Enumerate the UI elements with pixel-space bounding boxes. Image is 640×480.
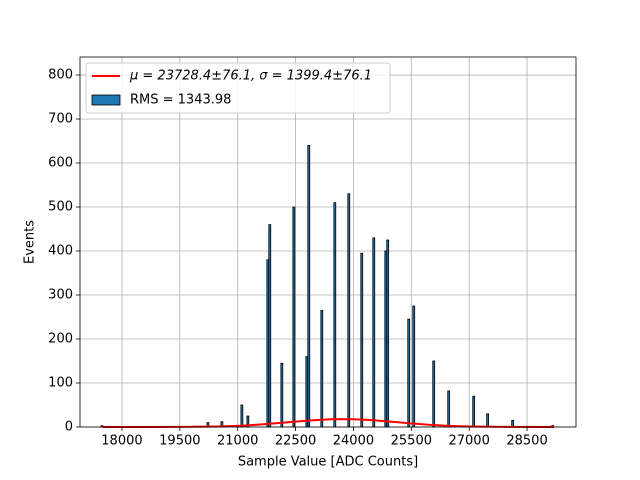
histogram-bar: [347, 193, 351, 428]
histogram-bar: [432, 360, 436, 428]
histogram-bar: [268, 224, 272, 428]
y-axis-label: Events: [23, 220, 38, 264]
y-tick-label: 700: [48, 112, 73, 127]
histogram-bar: [472, 395, 476, 428]
legend-box: [85, 62, 391, 114]
x-tick-label: 27000: [448, 434, 489, 449]
x-tick-label: 21000: [217, 434, 258, 449]
histogram-bar: [240, 404, 244, 428]
histogram-bar: [320, 310, 324, 428]
x-tick-label: 24000: [333, 434, 374, 449]
histogram-bar: [407, 318, 411, 428]
histogram-bar: [333, 202, 337, 428]
histogram-bar: [486, 413, 490, 428]
x-tick-label: 19500: [159, 434, 200, 449]
y-tick-label: 600: [48, 156, 73, 171]
y-tick-label: 400: [48, 244, 73, 259]
histogram-bar: [360, 252, 364, 428]
histogram-bar: [412, 305, 416, 428]
histogram-bar: [292, 206, 296, 428]
y-tick-label: 300: [48, 288, 73, 303]
legend-label: RMS = 1343.98: [130, 93, 231, 108]
y-tick-label: 500: [48, 200, 73, 215]
legend-swatch: [91, 94, 121, 106]
x-tick-label: 22500: [275, 434, 316, 449]
y-tick-label: 200: [48, 332, 73, 347]
x-tick-label: 18000: [101, 434, 142, 449]
legend-label: μ = 23728.4±76.1, σ = 1399.4±76.1: [129, 69, 372, 84]
y-tick-label: 0: [65, 420, 73, 435]
histogram-bar: [280, 362, 284, 428]
y-tick-label: 100: [48, 376, 73, 391]
y-tick-label: 800: [48, 68, 73, 83]
x-tick-label: 28500: [506, 434, 547, 449]
histogram-bar: [447, 390, 451, 428]
x-axis-label: Sample Value [ADC Counts]: [238, 455, 418, 470]
histogram-bar: [307, 145, 311, 428]
x-tick-label: 25500: [391, 434, 432, 449]
plot-frame: [79, 56, 577, 428]
histogram-bar: [372, 237, 376, 428]
fit-line: [102, 418, 555, 428]
histogram-bar: [386, 239, 390, 428]
